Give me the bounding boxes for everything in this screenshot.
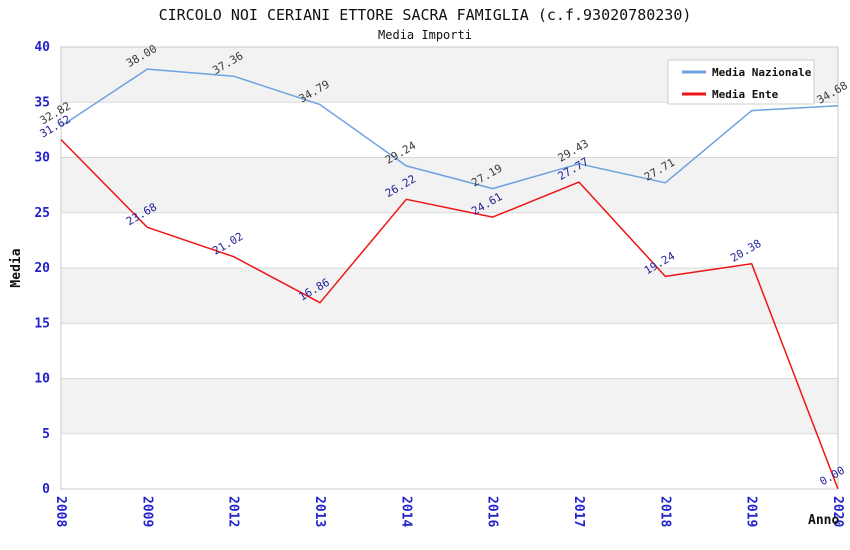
y-tick-label: 40 — [34, 40, 50, 55]
series-lines — [60, 68, 839, 490]
plot-border — [60, 46, 839, 490]
x-tick-label: 2019 — [744, 496, 759, 527]
y-axis-tick-labels: 0 5 10 15 20 25 30 35 40 — [34, 40, 50, 497]
y-tick-label: 20 — [34, 261, 50, 276]
legend-label-media-nazionale: Media Nazionale — [712, 66, 812, 79]
band — [61, 378, 838, 434]
chart-title: CIRCOLO NOI CERIANI ETTORE SACRA FAMIGLI… — [159, 6, 692, 24]
y-axis-title: Media — [9, 248, 24, 287]
chart-legend: Media Nazionale Media Ente — [667, 59, 815, 105]
x-tick-label: 2008 — [53, 496, 68, 527]
band — [61, 268, 838, 324]
point-label: 20.38 — [728, 237, 763, 265]
y-tick-label: 5 — [42, 427, 50, 442]
band — [61, 157, 838, 213]
x-axis-tick-labels: 2008 2009 2012 2013 2014 2016 2017 2018 2019 2020 — [53, 496, 845, 527]
series-line-media-ente — [60, 139, 839, 490]
x-tick-label: 2017 — [571, 496, 586, 527]
y-tick-label: 10 — [34, 372, 50, 387]
y-tick-label: 30 — [34, 151, 50, 166]
x-tick-label: 2016 — [485, 496, 500, 527]
point-label: 21.02 — [210, 230, 245, 258]
x-tick-label: 2018 — [657, 496, 672, 527]
x-axis-title: Anno — [808, 513, 839, 528]
plot-alternating-bands — [61, 47, 838, 434]
x-tick-label: 2012 — [226, 496, 241, 527]
y-tick-label: 35 — [34, 95, 50, 110]
legend-box — [667, 59, 815, 105]
point-label: 0.00 — [818, 464, 847, 489]
y-tick-label: 0 — [42, 482, 50, 497]
series-line-media-nazionale — [60, 68, 839, 190]
y-tick-label: 15 — [34, 316, 50, 331]
x-tick-label: 2013 — [312, 496, 327, 527]
x-tick-label: 2020 — [830, 496, 845, 527]
x-tick-label: 2014 — [398, 496, 413, 527]
legend-label-media-ente: Media Ente — [712, 88, 779, 101]
y-tick-label: 25 — [34, 206, 50, 221]
x-tick-label: 2009 — [139, 496, 154, 527]
chart-subtitle: Media Importi — [378, 28, 472, 42]
